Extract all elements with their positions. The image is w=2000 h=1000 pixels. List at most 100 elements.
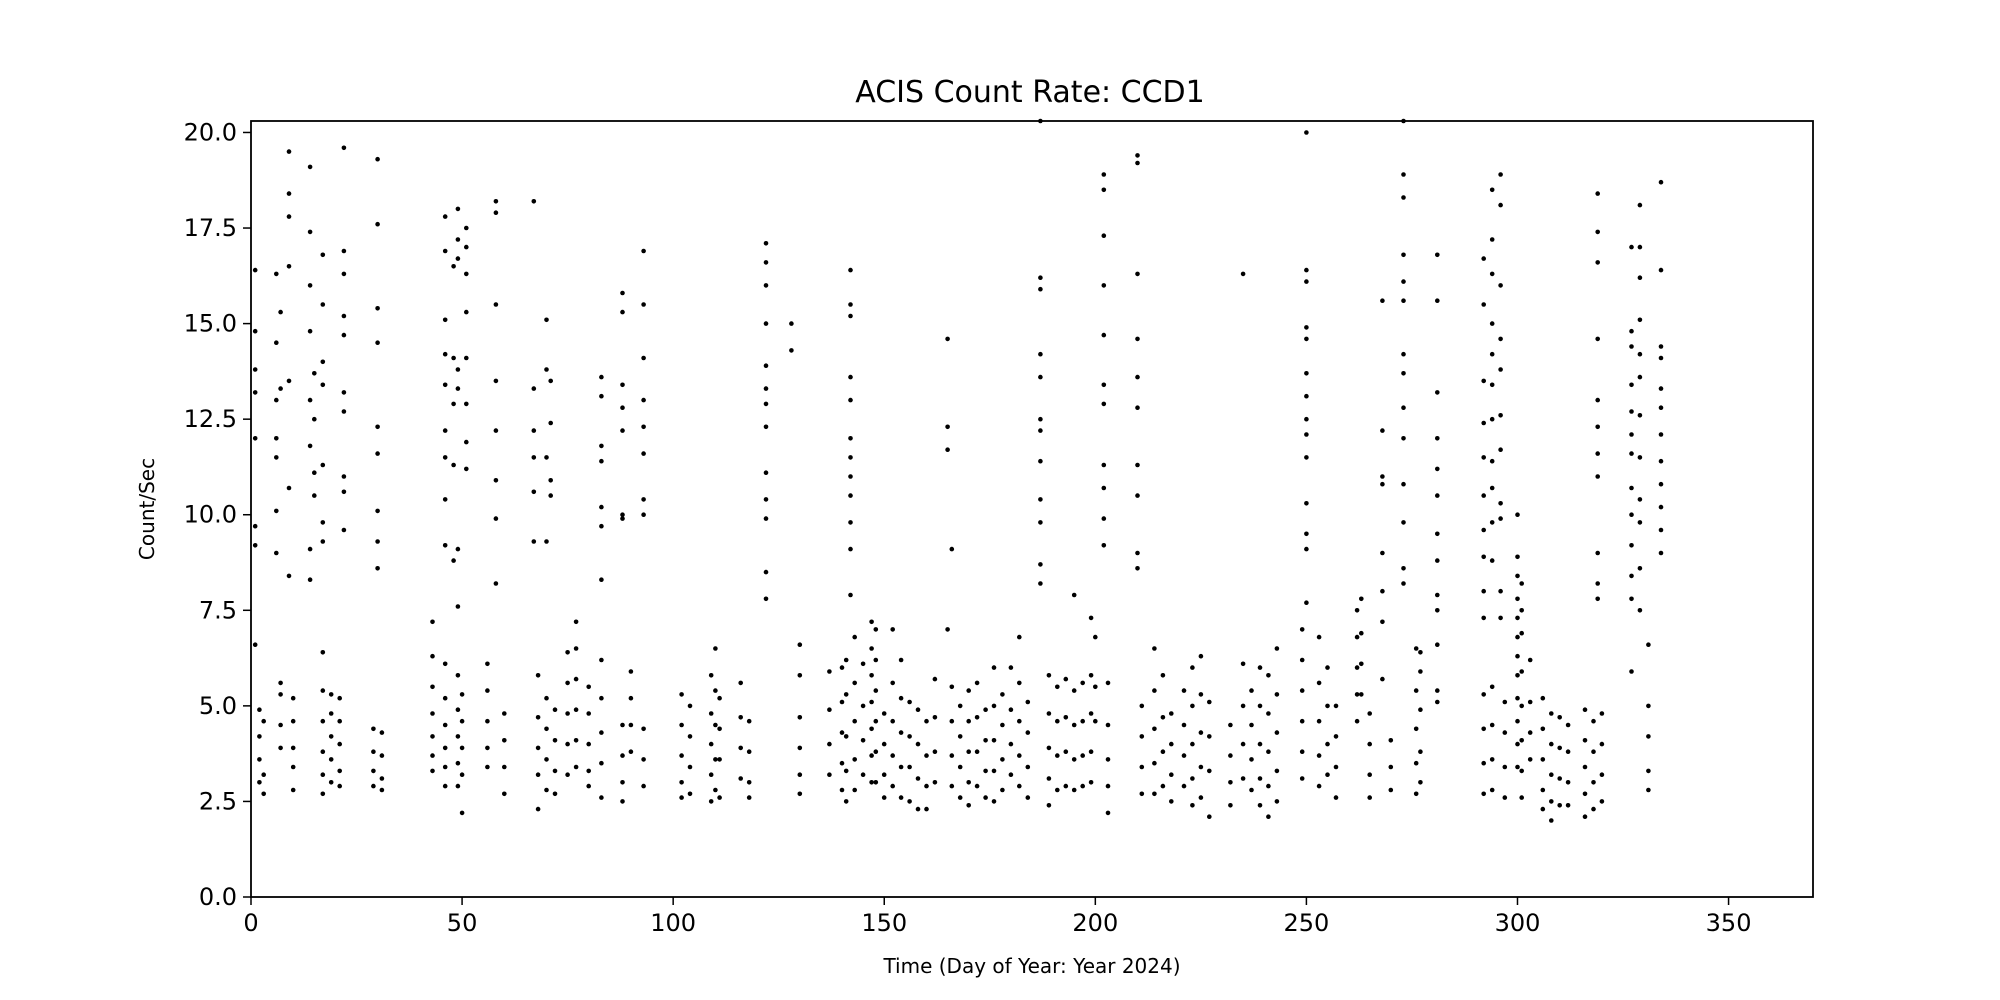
data-point-443 <box>1046 711 1052 716</box>
data-point-273 <box>717 757 722 762</box>
data-point-433 <box>1038 351 1043 357</box>
data-point-207 <box>573 738 579 743</box>
data-point-152 <box>464 439 469 445</box>
data-point-492 <box>1135 374 1140 380</box>
data-point-534 <box>1228 753 1233 758</box>
data-point-654 <box>1435 699 1440 705</box>
data-point-88 <box>371 783 376 789</box>
data-point-231 <box>620 512 625 517</box>
data-point-447 <box>1055 684 1060 690</box>
data-point-335 <box>860 661 866 667</box>
data-point-336 <box>860 703 866 709</box>
data-point-126 <box>451 401 456 407</box>
data-point-501 <box>1139 791 1145 797</box>
data-point-45 <box>307 443 313 449</box>
data-point-233 <box>620 722 625 728</box>
data-point-533 <box>1228 722 1233 728</box>
data-point-630 <box>1401 566 1406 571</box>
data-point-627 <box>1401 436 1406 441</box>
data-point-537 <box>1240 271 1246 277</box>
data-point-32 <box>286 378 292 384</box>
data-point-560 <box>1274 799 1280 804</box>
data-point-99 <box>379 753 385 758</box>
data-point-482 <box>1101 543 1107 548</box>
data-point-48 <box>312 371 317 376</box>
data-point-591 <box>1333 734 1339 739</box>
data-point-549 <box>1257 776 1263 781</box>
data-point-493 <box>1135 405 1140 411</box>
data-point-700 <box>1515 554 1520 560</box>
data-point-760 <box>1595 596 1600 602</box>
data-point-453 <box>1063 749 1069 754</box>
data-point-764 <box>1599 799 1605 804</box>
data-point-749 <box>1591 806 1596 812</box>
data-point-230 <box>620 428 625 433</box>
data-point-86 <box>371 749 376 754</box>
data-point-36 <box>290 718 296 724</box>
data-point-53 <box>320 302 326 307</box>
data-point-771 <box>1629 451 1634 456</box>
data-point-489 <box>1135 160 1140 166</box>
data-point-31 <box>286 264 292 269</box>
data-point-80 <box>341 390 347 395</box>
data-point-769 <box>1629 409 1634 414</box>
data-point-264 <box>708 772 714 777</box>
data-point-616 <box>1388 764 1394 770</box>
data-point-551 <box>1266 673 1271 678</box>
data-point-287 <box>763 363 769 369</box>
data-point-375 <box>924 753 929 758</box>
data-point-479 <box>1101 462 1107 468</box>
data-point-120 <box>442 722 448 728</box>
data-point-373 <box>915 806 921 812</box>
data-point-607 <box>1380 298 1385 304</box>
data-point-349 <box>873 718 879 724</box>
data-point-209 <box>586 684 591 690</box>
data-point-555 <box>1266 814 1271 819</box>
data-point-39 <box>290 787 296 793</box>
data-point-656 <box>1481 302 1486 307</box>
data-point-203 <box>573 619 579 625</box>
data-point-6 <box>252 543 258 548</box>
data-point-19 <box>274 455 279 460</box>
data-point-525 <box>1198 692 1204 697</box>
data-point-232 <box>620 516 625 521</box>
data-point-313 <box>843 657 849 663</box>
data-point-757 <box>1595 474 1600 479</box>
data-point-89 <box>375 156 380 162</box>
data-point-552 <box>1266 711 1271 716</box>
data-point-102 <box>430 619 435 625</box>
data-point-168 <box>502 738 507 743</box>
data-point-463 <box>1080 783 1085 789</box>
data-point-164 <box>493 478 499 483</box>
data-point-187 <box>544 726 549 732</box>
data-point-389 <box>949 753 955 758</box>
data-point-266 <box>713 646 718 651</box>
data-point-644 <box>1435 390 1440 395</box>
data-point-528 <box>1198 795 1204 800</box>
data-point-344 <box>869 753 874 758</box>
data-point-655 <box>1481 256 1486 261</box>
data-point-5 <box>252 523 258 529</box>
data-point-666 <box>1481 726 1486 732</box>
data-point-436 <box>1038 428 1043 433</box>
data-point-111 <box>442 317 448 323</box>
data-point-707 <box>1515 695 1520 701</box>
data-point-216 <box>599 443 604 449</box>
data-point-681 <box>1489 722 1495 728</box>
data-point-488 <box>1135 153 1140 158</box>
data-point-509 <box>1160 749 1166 754</box>
data-point-690 <box>1498 447 1503 453</box>
data-point-508 <box>1160 715 1166 720</box>
data-point-510 <box>1160 783 1166 789</box>
data-point-624 <box>1401 351 1406 357</box>
data-point-780 <box>1637 275 1643 281</box>
data-point-570 <box>1304 325 1309 330</box>
data-point-396 <box>966 718 971 724</box>
data-point-798 <box>1658 355 1664 361</box>
data-point-72 <box>337 741 343 747</box>
data-point-50 <box>312 470 317 476</box>
data-point-648 <box>1435 531 1440 537</box>
data-point-175 <box>531 489 537 495</box>
data-point-658 <box>1481 420 1486 426</box>
data-point-735 <box>1557 776 1562 781</box>
